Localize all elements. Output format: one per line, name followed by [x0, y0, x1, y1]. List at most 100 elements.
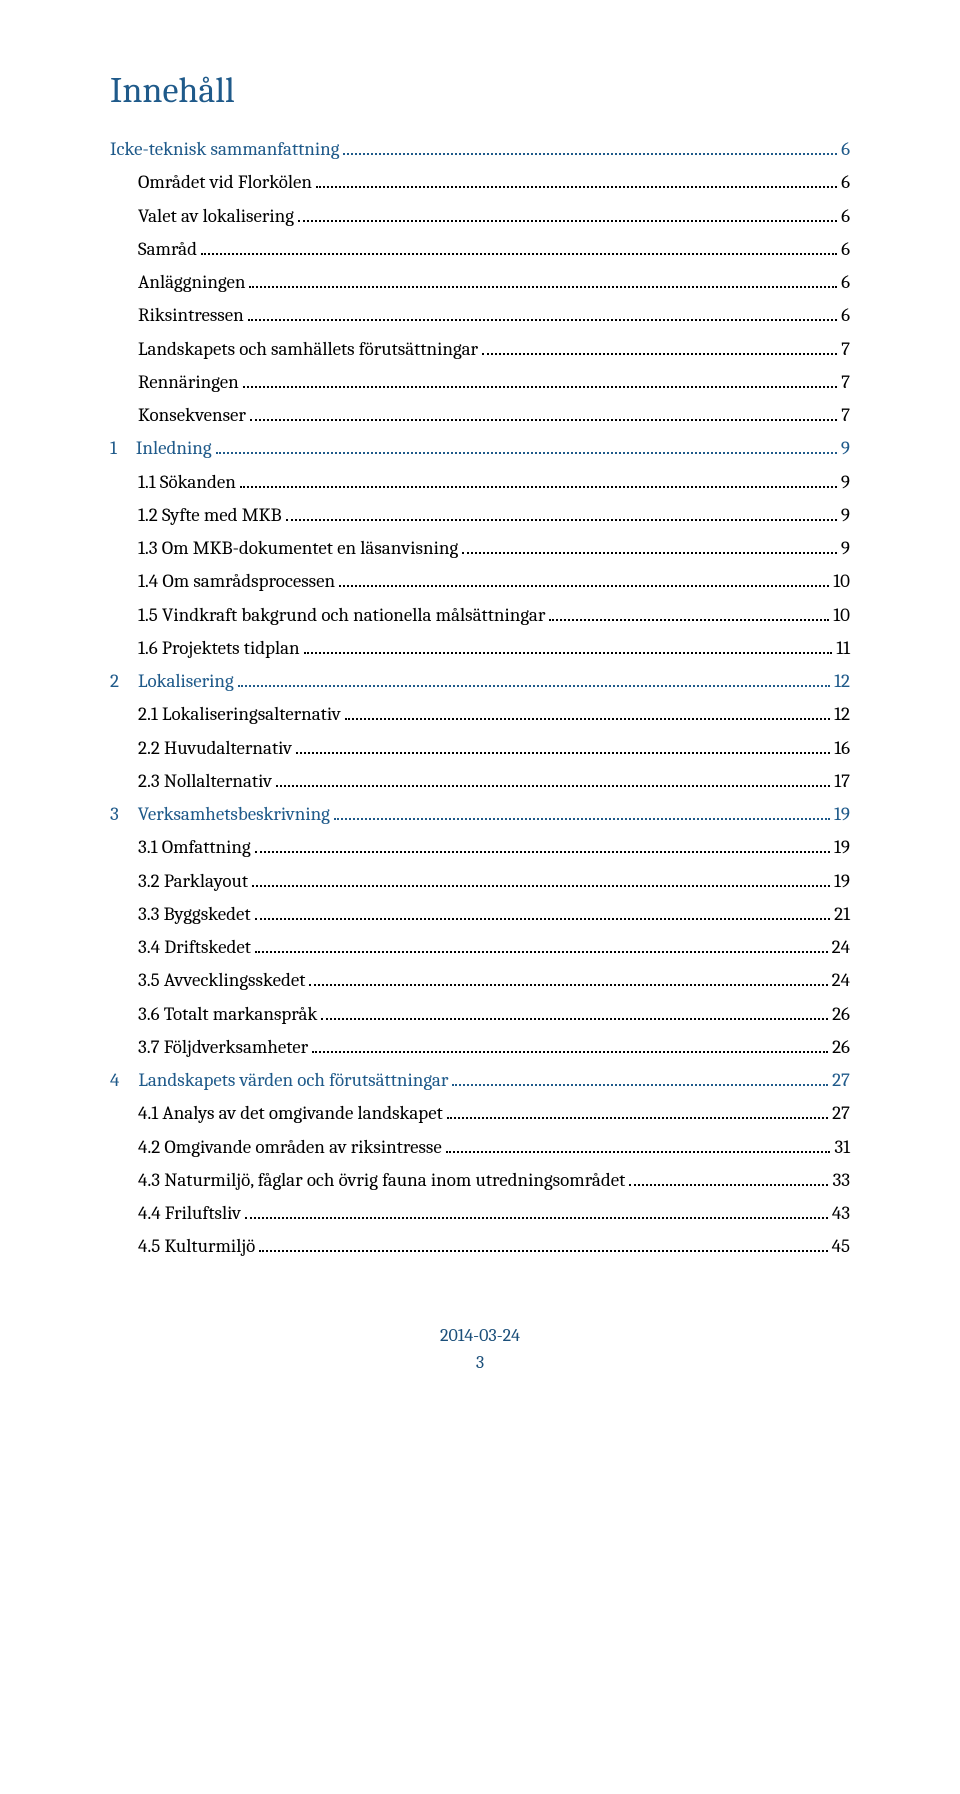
toc-entry-page: 19	[834, 831, 850, 864]
toc-leader	[629, 1184, 828, 1186]
toc-entry[interactable]: 2.3 Nollalternativ17	[110, 765, 850, 798]
toc-entry-label: 2.2 Huvudalternativ	[138, 732, 292, 765]
toc-entry-page: 26	[832, 998, 850, 1031]
toc-entry[interactable]: Anläggningen 6	[110, 266, 850, 299]
toc-entry[interactable]: 3.4 Driftskedet 24	[110, 931, 850, 964]
toc-entry[interactable]: 4.3 Naturmiljö, fåglar och övrig fauna i…	[110, 1164, 850, 1197]
toc-entry[interactable]: 4.4 Friluftsliv 43	[110, 1197, 850, 1230]
toc-entry-label: 2 Lokalisering	[110, 665, 234, 698]
toc-entry-page: 6	[841, 133, 850, 166]
toc-entry[interactable]: Icke-teknisk sammanfattning 6	[110, 133, 850, 166]
toc-entry-page: 7	[841, 333, 850, 366]
footer-page-number: 3	[110, 1349, 850, 1376]
toc-entry-label: 1 Inledning	[110, 432, 212, 465]
toc-leader	[286, 519, 837, 521]
toc-entry-page: 7	[841, 366, 850, 399]
toc-entry-label: Icke-teknisk sammanfattning	[110, 133, 339, 166]
toc-leader	[482, 353, 837, 355]
toc-entry-page: 7	[841, 399, 850, 432]
toc-entry[interactable]: Området vid Florkölen6	[110, 166, 850, 199]
toc-entry-label: 2.3 Nollalternativ	[138, 765, 272, 798]
toc-entry[interactable]: Konsekvenser 7	[110, 399, 850, 432]
toc-leader	[447, 1117, 828, 1119]
toc-entry-page: 6	[841, 266, 850, 299]
toc-entry-label: 3.6 Totalt markanspråk	[138, 998, 317, 1031]
toc-leader	[309, 984, 827, 986]
toc-entry-label: 4.3 Naturmiljö, fåglar och övrig fauna i…	[138, 1164, 625, 1197]
toc-entry-page: 33	[832, 1164, 850, 1197]
toc-entry-page: 9	[841, 466, 850, 499]
toc-entry[interactable]: 2 Lokalisering12	[110, 665, 850, 698]
toc-entry[interactable]: 4.5 Kulturmiljö 45	[110, 1230, 850, 1263]
toc-entry[interactable]: 3.3 Byggskedet21	[110, 898, 850, 931]
toc-entry[interactable]: Samråd6	[110, 233, 850, 266]
toc-entry-page: 11	[836, 632, 850, 665]
toc-entry-label: Konsekvenser	[138, 399, 246, 432]
toc-entry[interactable]: 1.6 Projektets tidplan 11	[110, 632, 850, 665]
toc-leader	[240, 486, 837, 488]
toc-entry-label: 4.4 Friluftsliv	[138, 1197, 241, 1230]
toc-entry[interactable]: 2.2 Huvudalternativ16	[110, 732, 850, 765]
toc-entry[interactable]: 3.5 Avvecklingsskedet24	[110, 964, 850, 997]
toc-entry[interactable]: 1.5 Vindkraft bakgrund och nationella må…	[110, 599, 850, 632]
toc-entry-label: 1.6 Projektets tidplan	[138, 632, 300, 665]
footer: 2014-03-24 3	[110, 1322, 850, 1376]
toc-entry-label: 3.4 Driftskedet	[138, 931, 251, 964]
toc-entry[interactable]: 4 Landskapets värden och förutsättningar…	[110, 1064, 850, 1097]
toc-entry[interactable]: 3.7 Följdverksamheter26	[110, 1031, 850, 1064]
toc-leader	[238, 685, 830, 687]
toc-entry[interactable]: 3.6 Totalt markanspråk 26	[110, 998, 850, 1031]
toc-entry[interactable]: 1.1 Sökanden 9	[110, 466, 850, 499]
toc-entry-label: 4.5 Kulturmiljö	[138, 1230, 255, 1263]
toc-leader	[298, 220, 837, 222]
toc-entry-label: Riksintressen	[138, 299, 244, 332]
toc-entry[interactable]: 2.1 Lokaliseringsalternativ12	[110, 698, 850, 731]
toc-entry-label: Valet av lokalisering	[138, 200, 294, 233]
toc-entry[interactable]: 3 Verksamhetsbeskrivning19	[110, 798, 850, 831]
toc-entry[interactable]: 1.4 Om samrådsprocessen10	[110, 565, 850, 598]
toc-entry-label: 3.2 Parklayout	[138, 865, 248, 898]
toc-entry-label: 3.1 Omfattning	[138, 831, 251, 864]
toc-entry-label: 4.2 Omgivande områden av riksintresse	[138, 1131, 442, 1164]
toc-entry-label: Området vid Florkölen	[138, 166, 312, 199]
toc-entry[interactable]: 4.1 Analys av det omgivande landskapet27	[110, 1097, 850, 1130]
toc-entry-page: 10	[833, 565, 850, 598]
toc-entry[interactable]: Landskapets och samhällets förutsättning…	[110, 333, 850, 366]
toc-leader	[250, 419, 837, 421]
toc-entry-page: 9	[841, 532, 850, 565]
table-of-contents: Icke-teknisk sammanfattning6Området vid …	[110, 133, 850, 1264]
toc-entry[interactable]: 1.2 Syfte med MKB9	[110, 499, 850, 532]
toc-leader	[296, 752, 830, 754]
toc-entry-label: 1.1 Sökanden	[138, 466, 236, 499]
toc-entry[interactable]: Valet av lokalisering6	[110, 200, 850, 233]
toc-entry[interactable]: 1 Inledning9	[110, 432, 850, 465]
toc-leader	[249, 286, 837, 288]
toc-entry[interactable]: Riksintressen 6	[110, 299, 850, 332]
toc-entry-page: 6	[841, 299, 850, 332]
footer-date: 2014-03-24	[110, 1322, 850, 1349]
toc-entry[interactable]: Rennäringen7	[110, 366, 850, 399]
toc-leader	[248, 319, 837, 321]
toc-entry-label: 4.1 Analys av det omgivande landskapet	[138, 1097, 443, 1130]
toc-leader	[259, 1250, 827, 1252]
page-title: Innehåll	[110, 70, 850, 111]
toc-leader	[243, 386, 837, 388]
toc-entry-label: Anläggningen	[138, 266, 245, 299]
toc-entry-label: 1.3 Om MKB-dokumentet en läsanvisning	[138, 532, 458, 565]
toc-entry-page: 45	[832, 1230, 850, 1263]
toc-leader	[255, 951, 828, 953]
toc-leader	[252, 885, 830, 887]
toc-leader	[345, 718, 830, 720]
toc-entry-label: Landskapets och samhällets förutsättning…	[138, 333, 478, 366]
toc-entry-page: 21	[834, 898, 850, 931]
toc-entry[interactable]: 4.2 Omgivande områden av riksintresse31	[110, 1131, 850, 1164]
toc-entry-page: 9	[841, 499, 850, 532]
toc-entry[interactable]: 3.1 Omfattning 19	[110, 831, 850, 864]
toc-leader	[201, 253, 837, 255]
toc-entry-page: 12	[834, 698, 850, 731]
toc-entry-page: 43	[832, 1197, 850, 1230]
toc-entry[interactable]: 3.2 Parklayout19	[110, 865, 850, 898]
toc-entry-page: 24	[832, 931, 850, 964]
toc-entry-page: 19	[834, 798, 850, 831]
toc-entry[interactable]: 1.3 Om MKB-dokumentet en läsanvisning 9	[110, 532, 850, 565]
